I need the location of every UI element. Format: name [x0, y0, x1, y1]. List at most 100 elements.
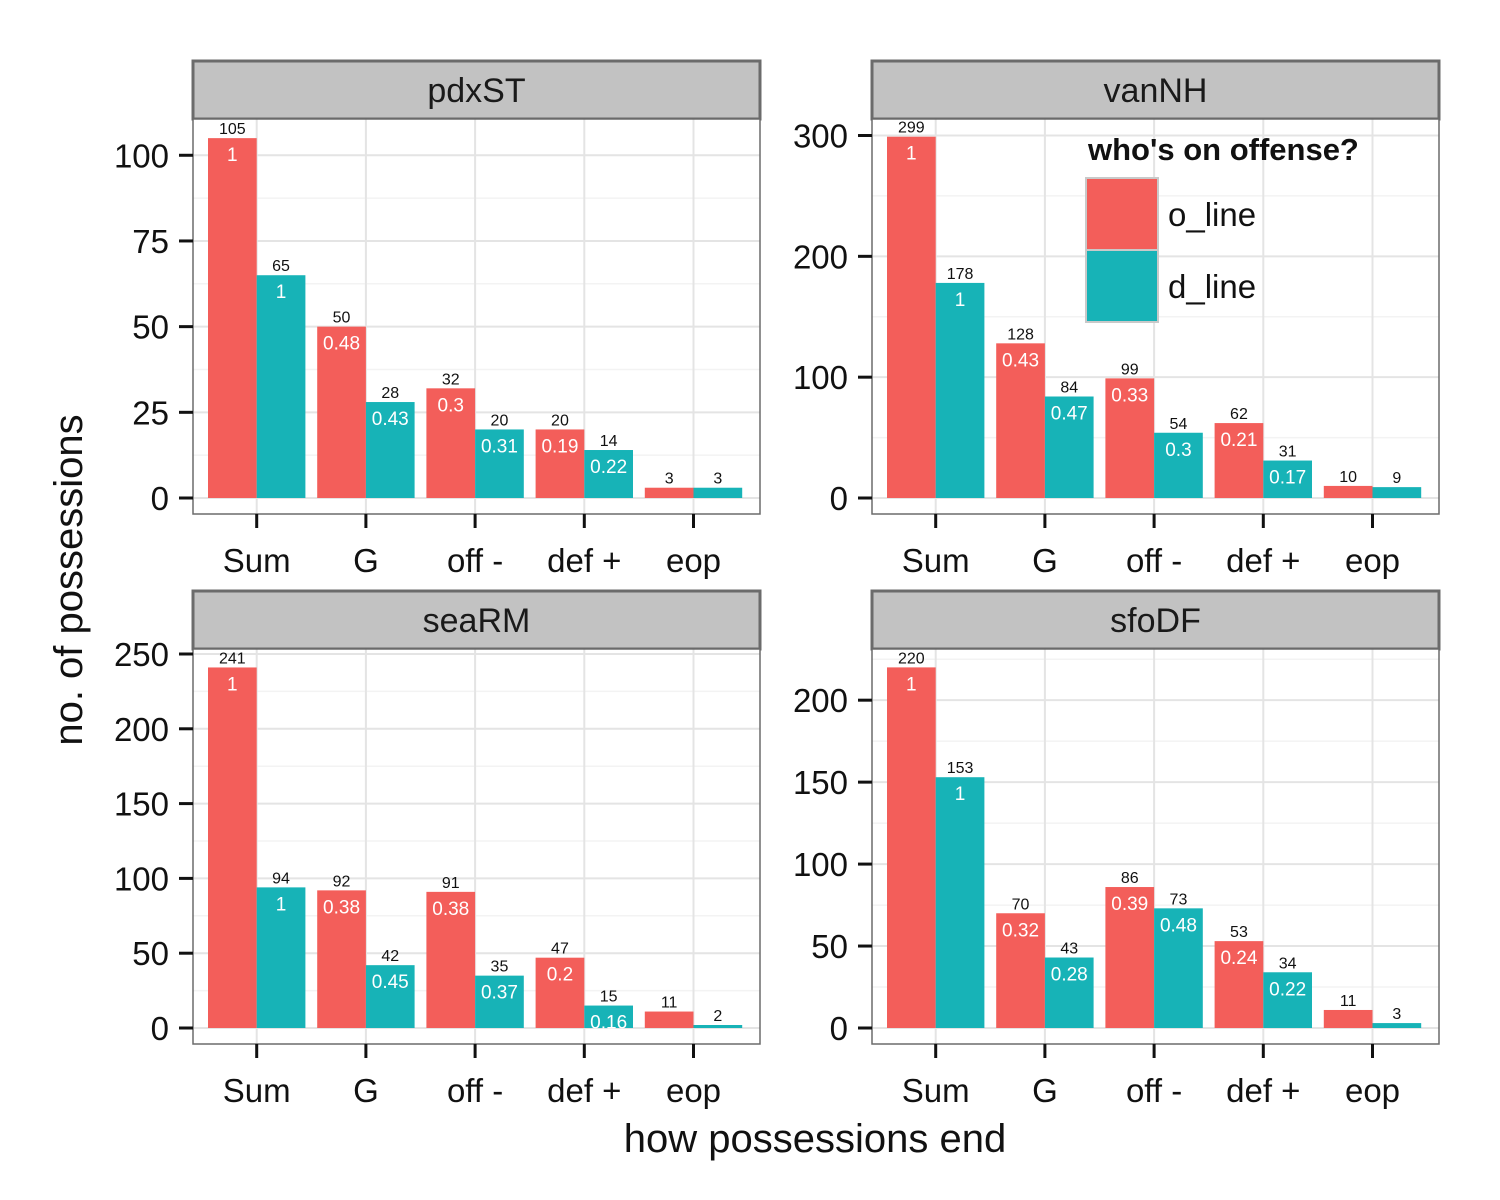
bar-o_line-def + — [535, 429, 585, 498]
count-label: 94 — [272, 870, 290, 887]
panel-strip — [870, 589, 1441, 651]
y-tick-label: 50 — [132, 309, 169, 346]
count-label: 42 — [381, 948, 399, 965]
bar-o_line-G — [996, 913, 1045, 1028]
proportion-label: 0.31 — [481, 436, 518, 457]
panel-strip — [870, 59, 1441, 121]
bar-d_line-off - — [475, 975, 524, 1028]
bar-d_line-def + — [584, 450, 633, 498]
proportion-label: 0.24 — [1220, 948, 1257, 969]
proportion-label: 1 — [227, 145, 238, 166]
y-tick-label: 150 — [793, 764, 848, 801]
bar-d_line-def + — [1263, 460, 1312, 498]
proportion-label: 0.43 — [1002, 350, 1039, 371]
proportion-label: 0.39 — [1111, 894, 1148, 915]
legend-label-d_line: d_line — [1168, 268, 1256, 305]
count-label: 241 — [219, 650, 246, 667]
count-label: 14 — [600, 433, 618, 450]
count-label: 86 — [1121, 870, 1139, 887]
count-label: 105 — [219, 121, 246, 138]
count-label: 31 — [1279, 444, 1297, 461]
count-label: 54 — [1170, 416, 1188, 433]
bar-d_line-G — [1044, 957, 1094, 1028]
count-label: 28 — [381, 385, 399, 402]
y-tick-label: 100 — [793, 846, 848, 883]
count-label: 178 — [947, 266, 974, 283]
count-label: 53 — [1230, 924, 1248, 941]
count-label: 15 — [600, 989, 618, 1006]
count-label: 299 — [898, 120, 925, 137]
x-tick-label: off - — [447, 1072, 503, 1109]
count-label: 9 — [1392, 470, 1401, 487]
count-label: 11 — [661, 995, 678, 1012]
x-tick-label: off - — [1126, 542, 1182, 579]
y-tick-label: 0 — [830, 1010, 848, 1047]
y-axis-title: no. of possessions — [47, 414, 91, 745]
bar-o_line-eop — [644, 487, 694, 498]
count-label: 32 — [442, 371, 460, 388]
proportion-label: 0.22 — [1269, 979, 1306, 1000]
proportion-label: 0.28 — [1051, 965, 1088, 986]
proportion-label: 0.47 — [1051, 404, 1088, 425]
proportion-label: 0.38 — [323, 897, 360, 918]
proportion-label: 0.37 — [481, 983, 518, 1004]
x-tick-label: G — [1032, 542, 1058, 579]
count-label: 65 — [272, 258, 290, 275]
bar-o_line-Sum — [887, 136, 936, 499]
x-tick-label: off - — [447, 542, 503, 579]
x-tick-label: Sum — [902, 1072, 970, 1109]
count-label: 34 — [1279, 955, 1297, 972]
legend-key-o_line — [1085, 177, 1159, 251]
count-label: 3 — [665, 471, 674, 488]
proportion-label: 0.22 — [590, 457, 627, 478]
count-label: 47 — [551, 941, 569, 958]
x-tick-label: G — [353, 1072, 379, 1109]
count-label: 73 — [1170, 891, 1188, 908]
proportion-label: 0.48 — [1160, 915, 1197, 936]
panel-sfoDF: sfoDF 220 1 70 0.32 86 0.39 53 0.24 11 153 1 43 0.28 7… — [793, 589, 1441, 1109]
x-tick-label: Sum — [223, 542, 291, 579]
count-label: 70 — [1012, 896, 1030, 913]
legend-label-o_line: o_line — [1168, 196, 1256, 233]
y-tick-label: 50 — [811, 928, 848, 965]
y-tick-label: 50 — [132, 935, 169, 972]
bar-o_line-off - — [426, 388, 476, 498]
x-tick-label: Sum — [223, 1072, 291, 1109]
x-tick-label: def + — [547, 542, 621, 579]
proportion-label: 0.2 — [547, 965, 573, 986]
bar-d_line-G — [365, 965, 415, 1028]
panel-strip — [191, 589, 762, 651]
proportion-label: 0.48 — [323, 334, 360, 355]
y-tick-label: 0 — [151, 480, 169, 517]
panel-title: seaRM — [423, 602, 531, 640]
x-tick-label: def + — [1226, 542, 1300, 579]
bar-d_line-eop — [1372, 487, 1422, 498]
y-tick-label: 100 — [114, 860, 169, 897]
count-label: 3 — [1392, 1006, 1401, 1023]
y-tick-label: 0 — [151, 1010, 169, 1047]
bar-o_line-off - — [426, 891, 476, 1028]
bar-o_line-off - — [1105, 887, 1155, 1028]
legend-key-d_line — [1085, 249, 1159, 323]
count-label: 92 — [333, 873, 351, 890]
bar-d_line-Sum — [256, 887, 306, 1028]
legend: who's on offense? o_line d_line — [1085, 132, 1359, 323]
x-tick-label: eop — [666, 1072, 721, 1109]
proportion-label: 0.3 — [1165, 440, 1191, 461]
count-label: 2 — [713, 1008, 722, 1025]
proportion-label: 1 — [276, 282, 287, 303]
y-tick-label: 200 — [793, 682, 848, 719]
count-label: 11 — [1340, 993, 1357, 1010]
proportion-label: 0.43 — [372, 409, 409, 430]
proportion-label: 0.32 — [1002, 920, 1039, 941]
bar-d_line-eop — [693, 487, 743, 498]
bar-d_line-Sum — [935, 282, 985, 498]
x-tick-label: eop — [1345, 542, 1400, 579]
count-label: 62 — [1230, 406, 1248, 423]
y-tick-label: 25 — [132, 394, 169, 431]
y-tick-label: 200 — [114, 711, 169, 748]
panel-strip — [191, 59, 762, 121]
x-tick-label: def + — [547, 1072, 621, 1109]
bar-d_line-G — [1044, 396, 1094, 498]
